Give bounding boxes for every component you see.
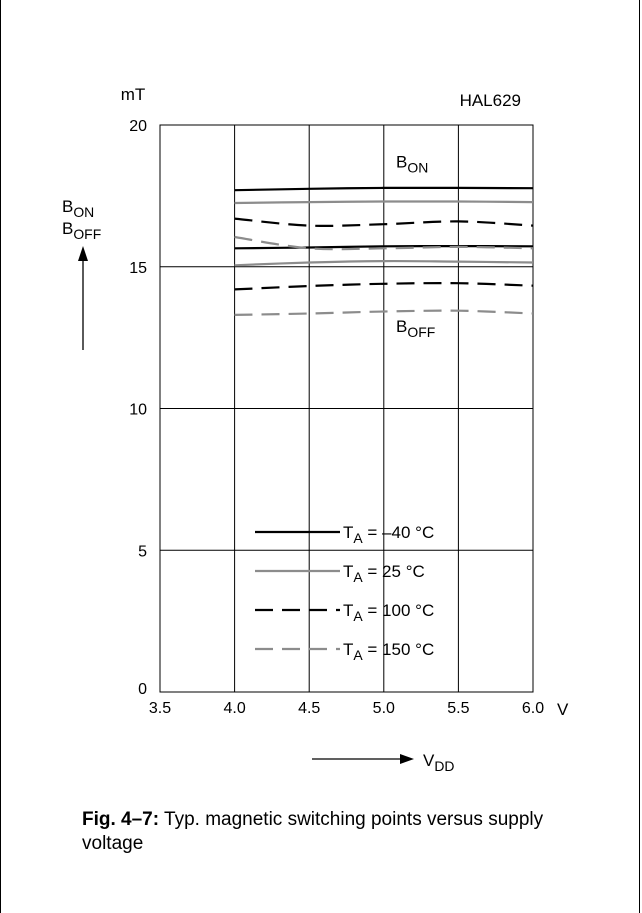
series-0-b-on-line	[234, 186, 534, 192]
y-tick-label: 15	[129, 260, 147, 277]
series-3-b-off-line	[234, 309, 534, 316]
legend: TA = –40 °C TA = 25 °C TA = 100 °C TA = 150…	[255, 523, 434, 663]
y-axis-label-off: BOFF	[62, 219, 101, 242]
figure-caption: Fig. 4–7: Typ. magnetic switching points…	[82, 808, 602, 856]
legend-label: TA = 100 °C	[343, 601, 434, 624]
y-tick-label: 5	[138, 543, 147, 560]
x-tick-label: 4.5	[298, 700, 320, 717]
x-unit-label: V	[557, 700, 569, 719]
chart-title: HAL629	[460, 91, 521, 110]
series-1-b-off-line	[234, 259, 534, 267]
annotation-on: BON	[396, 153, 428, 176]
series-2-b-on-line	[234, 217, 534, 228]
annotation-off: BOFF	[396, 317, 435, 340]
legend-label: TA = 150 °C	[343, 640, 434, 663]
caption-label: Fig. 4–7:	[82, 809, 160, 830]
series-2-b-off-line	[234, 281, 534, 291]
y-axis-arrowhead	[78, 246, 88, 261]
y-tick-label: 20	[129, 118, 147, 135]
x-tick-label: 5.5	[447, 700, 469, 717]
series-3-b-on-line	[234, 235, 534, 251]
legend-label: TA = 25 °C	[343, 562, 425, 585]
x-axis-arrowhead	[400, 754, 414, 764]
y-tick-label: 10	[129, 402, 147, 419]
x-tick-label: 3.5	[149, 700, 171, 717]
x-axis-label: VDD	[423, 751, 454, 774]
legend-label: TA = –40 °C	[343, 523, 434, 546]
series-layer	[234, 186, 534, 316]
caption-text: Typ. magnetic switching points versus su…	[82, 809, 544, 854]
x-tick-label: 5.0	[373, 700, 395, 717]
y-unit-label: mT	[121, 85, 146, 104]
series-1-b-on-line	[234, 200, 534, 205]
x-tick-label: 4.0	[223, 700, 245, 717]
x-tick-label: 6.0	[522, 700, 544, 717]
y-axis-label-on: BON	[62, 197, 94, 220]
y-tick-label: 0	[138, 681, 147, 698]
